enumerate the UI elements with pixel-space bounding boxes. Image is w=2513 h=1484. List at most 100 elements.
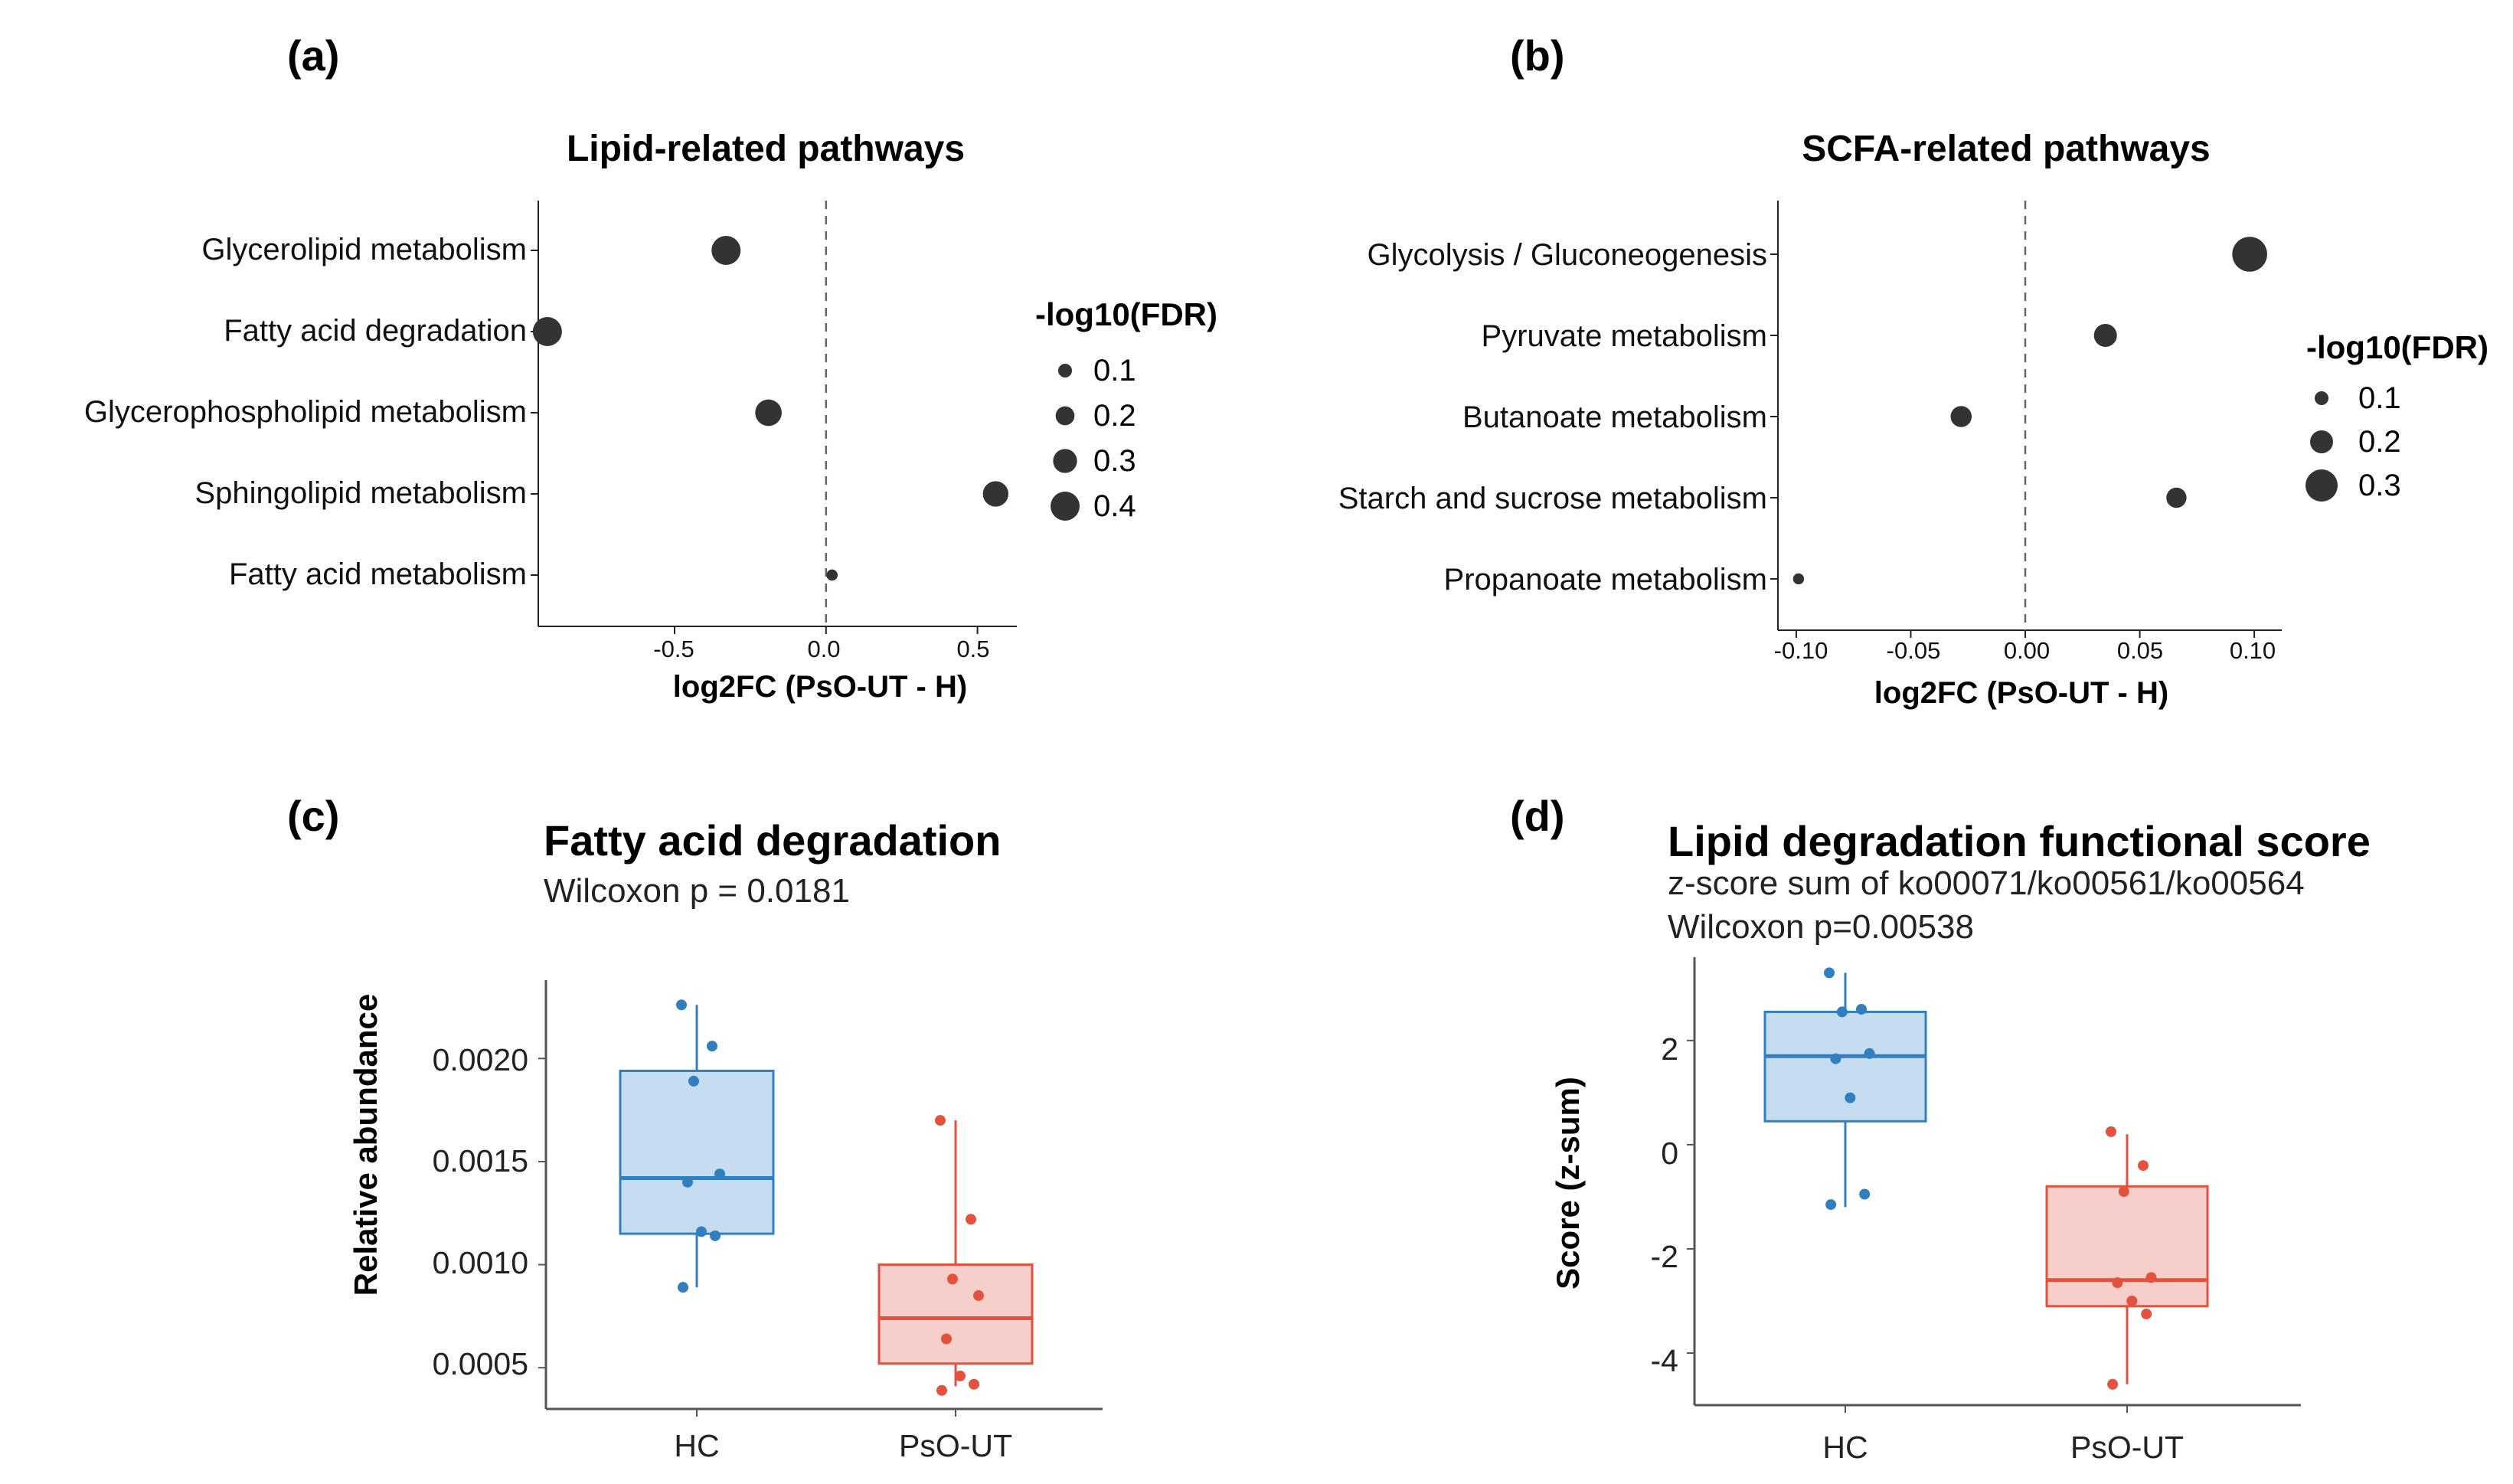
- pathway-dot: [711, 236, 741, 265]
- data-point: [966, 1214, 976, 1225]
- data-point: [1856, 1004, 1867, 1015]
- panel-a-legend-title: -log10(FDR): [1035, 296, 1217, 332]
- panel-a-category-label: Glycerolipid metabolism: [201, 233, 527, 266]
- panel-a-category-label: Glycerophospholipid metabolism: [84, 395, 527, 429]
- panel-c-y-axis-label: Relative abundance: [348, 994, 384, 1296]
- data-point: [2126, 1295, 2138, 1306]
- panel-letter-a: (a): [287, 31, 339, 80]
- data-point: [947, 1273, 958, 1285]
- panel-a-legend-label: 0.4: [1093, 489, 1136, 523]
- pathway-dot: [755, 399, 782, 427]
- data-point: [696, 1226, 707, 1237]
- box-iqr: [2045, 1185, 2209, 1308]
- panel-a-category-label: Fatty acid metabolism: [229, 557, 527, 591]
- pathway-dot: [2166, 487, 2187, 508]
- pathway-dot: [532, 317, 562, 346]
- panel-letter-b: (b): [1510, 31, 1565, 80]
- panel-b-category-label: Glycolysis / Gluconeogenesis: [1368, 238, 1767, 272]
- legend-size-dot: [2315, 391, 2328, 405]
- panel-b-x-tick-label: -0.05: [1887, 637, 1941, 664]
- panel-d-y-tick-label: -4: [1651, 1343, 1678, 1378]
- data-point: [707, 1041, 717, 1052]
- panel-b-legend-label: 0.1: [2358, 381, 2401, 415]
- panel-d-y-axis-label: Score (z-sum): [1550, 1077, 1586, 1290]
- data-point: [714, 1169, 725, 1180]
- panel-letter-d: (d): [1510, 792, 1565, 840]
- data-point: [678, 1282, 688, 1293]
- panel-d-y-tick-label: 2: [1661, 1031, 1678, 1067]
- panel-b-category-label: Starch and sucrose metabolism: [1338, 482, 1767, 515]
- panel-d-y-tick-label: 0: [1661, 1136, 1678, 1171]
- pathway-dot: [826, 569, 838, 581]
- panel-c-y-tick-label: 0.0010: [433, 1245, 528, 1280]
- panel-a-dot-plot: Lipid-related pathways Glycerolipid meta…: [84, 129, 1217, 704]
- panel-a-title: Lipid-related pathways: [567, 129, 965, 169]
- panel-c-y-tick-label: 0.0015: [433, 1143, 528, 1178]
- panel-b-category-label: Butanoate metabolism: [1462, 400, 1767, 434]
- data-point: [935, 1115, 946, 1126]
- panel-a-x-axis-label: log2FC (PsO-UT - H): [673, 670, 967, 704]
- panel-a-x-tick-label: 0.5: [956, 636, 989, 662]
- data-point: [676, 999, 687, 1011]
- panel-b-category-label: Pyruvate metabolism: [1482, 319, 1767, 353]
- data-point: [1825, 1199, 1837, 1211]
- panel-a-category-label: Fatty acid degradation: [224, 314, 527, 348]
- data-point: [936, 1384, 947, 1396]
- pathway-dot: [2232, 237, 2267, 272]
- legend-size-dot: [1051, 492, 1080, 521]
- pathway-dot: [982, 481, 1008, 507]
- pathway-dot: [1950, 406, 1972, 427]
- panel-b-x-tick-label: 0.05: [2117, 637, 2163, 664]
- data-point: [955, 1370, 966, 1381]
- data-point: [941, 1333, 952, 1345]
- panel-a-x-tick-label: -0.5: [653, 636, 694, 662]
- data-point: [2112, 1277, 2123, 1289]
- data-point: [2138, 1160, 2149, 1172]
- panel-b-x-tick-label: 0.00: [2004, 637, 2050, 664]
- data-point: [1836, 1006, 1848, 1018]
- panel-c-y-tick-label: 0.0005: [433, 1346, 528, 1381]
- data-point: [1845, 1092, 1856, 1103]
- legend-size-dot: [2305, 469, 2338, 502]
- data-point: [2141, 1308, 2152, 1319]
- panel-d-x-tick-label: HC: [1822, 1430, 1868, 1465]
- panel-a-legend-label: 0.3: [1093, 444, 1136, 478]
- panel-a-x-tick-label: 0.0: [807, 636, 840, 662]
- data-point: [1864, 1048, 1875, 1059]
- data-point: [2106, 1126, 2116, 1137]
- data-point: [682, 1176, 693, 1188]
- data-point: [969, 1378, 979, 1390]
- panel-b-x-tick-label: 0.10: [2230, 637, 2276, 664]
- panel-c-subtitle: Wilcoxon p = 0.0181: [544, 872, 850, 910]
- legend-size-dot: [1053, 449, 1077, 473]
- panel-c-y-tick-label: 0.0020: [433, 1042, 528, 1077]
- data-point: [688, 1075, 699, 1087]
- panel-b-category-label: Propanoate metabolism: [1444, 563, 1767, 597]
- panel-b-x-axis-label: log2FC (PsO-UT - H): [1874, 676, 2168, 710]
- panel-d-subtitle: z-score sum of ko00071/ko00561/ko00564: [1668, 865, 2305, 902]
- data-point: [973, 1290, 984, 1301]
- panel-b-title: SCFA-related pathways: [1802, 129, 2210, 169]
- pathway-dot: [1792, 573, 1805, 585]
- box-iqr: [1763, 1010, 1927, 1123]
- panel-d-box-plot: Lipid degradation functional score z-sco…: [1550, 817, 2371, 1465]
- panel-d-subtitle-2: Wilcoxon p=0.00538: [1668, 908, 1974, 946]
- data-point: [1859, 1188, 1871, 1200]
- pathway-dot: [2093, 324, 2117, 347]
- data-point: [2145, 1272, 2157, 1283]
- legend-size-dot: [2310, 430, 2333, 453]
- panel-b-x-tick-label: -0.10: [1774, 637, 1828, 664]
- panel-b-dot-plot: SCFA-related pathways Glycolysis / Gluco…: [1338, 129, 2488, 710]
- panel-d-y-tick-label: -2: [1651, 1239, 1678, 1274]
- panel-b-legend-label: 0.3: [2358, 469, 2401, 502]
- panel-c-x-tick-label: HC: [674, 1428, 719, 1463]
- box-iqr: [619, 1069, 775, 1235]
- panel-a-legend-label: 0.1: [1093, 354, 1136, 387]
- data-point: [710, 1230, 721, 1241]
- data-point: [1830, 1053, 1841, 1064]
- panel-letter-c: (c): [287, 792, 339, 840]
- data-point: [1824, 967, 1835, 979]
- panel-d-title: Lipid degradation functional score: [1668, 817, 2371, 865]
- legend-size-dot: [1055, 406, 1075, 426]
- panel-d-x-tick-label: PsO-UT: [2070, 1430, 2184, 1465]
